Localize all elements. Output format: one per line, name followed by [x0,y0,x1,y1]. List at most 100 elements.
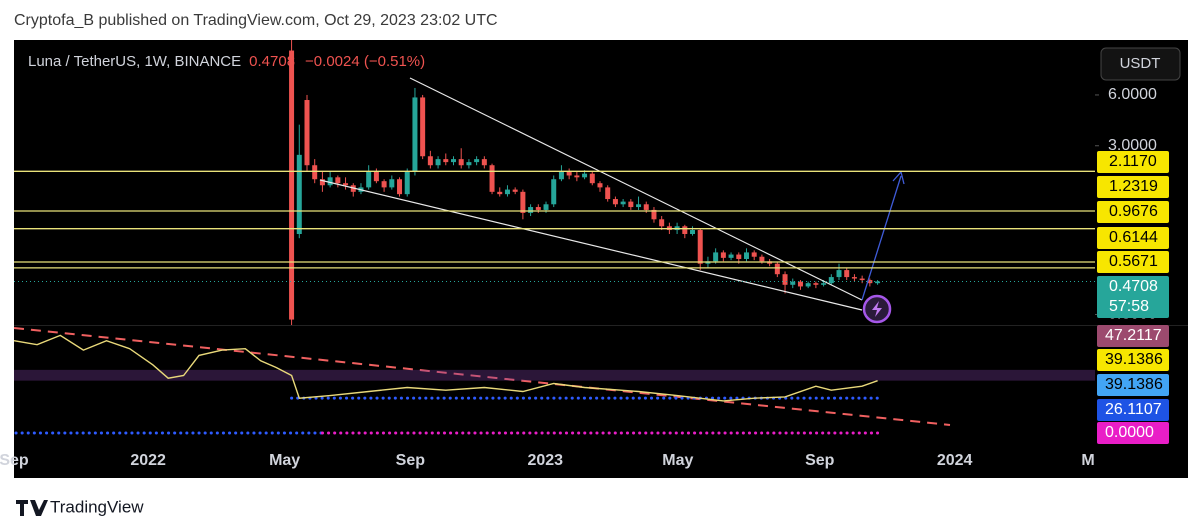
candle-body [821,283,827,285]
candle-body [443,159,449,163]
candle-body [566,171,572,176]
price-label-box [1097,276,1169,318]
level-label: 0.9676 [1109,203,1158,220]
rsi-line [13,334,878,402]
candle-body [759,256,765,262]
level-label: 0.5671 [1109,253,1158,270]
candle-body [404,171,410,195]
indicator-label: 0.0000 [1105,424,1154,441]
chart-panel [14,40,1188,478]
x-tick-label: May [662,452,693,469]
candle-body [543,204,549,210]
level-label-box [1097,151,1169,173]
candle-body [535,207,541,210]
candle-body [412,97,418,172]
indicator-label-box [1097,399,1169,421]
candle-body [389,179,395,188]
brand: TradingView [50,497,144,516]
byline: Cryptofa_B published on TradingView.com,… [14,12,498,29]
candle-body [481,159,487,166]
candle-body [343,183,349,186]
candle-body [636,204,642,208]
candle-body [489,165,495,192]
arrow-head [892,170,905,185]
candle-body [582,173,588,178]
candle-body [805,283,811,287]
target-arrow [861,175,902,301]
candle-body [713,252,719,262]
currency[interactable]: USDT [1120,55,1161,72]
x-tick-label: Sep [805,452,835,469]
candle-body [628,201,634,208]
indicator-label-box [1097,374,1169,396]
currency-button[interactable] [1100,47,1181,81]
candle-body [435,159,441,166]
candle-body [790,281,796,285]
candle-body [774,263,780,275]
wedge-upper [409,77,863,301]
rsi-band [14,369,1095,381]
candle-body [867,280,873,284]
level-label: 1.2319 [1109,178,1158,195]
candle-body [697,230,703,264]
candle-body [620,201,626,205]
candle-body [720,252,726,258]
candle-body [828,277,834,284]
candle-body [520,191,526,213]
candle-body [651,209,657,220]
candle-body [743,252,749,259]
candle-body [466,162,472,166]
candle-body [381,181,387,188]
candle-body [366,171,372,188]
candle-body [589,173,595,184]
candle-body [528,207,534,213]
candle-body [373,171,379,182]
x-tick-label: May [269,452,300,469]
candle-body [844,270,850,278]
candle-body [289,50,295,320]
candle-body [304,100,310,166]
level-label-box [1097,227,1169,249]
level-label: 2.1170 [1109,153,1157,170]
candle-body [682,226,688,234]
rsi-trendline [13,327,951,426]
candle-body [690,230,696,234]
indicator-label-box [1097,325,1169,347]
candle-body [751,252,757,257]
candle-body [458,159,464,166]
indicator-label: 39.1386 [1105,351,1163,368]
candle-body [813,283,819,285]
countdown: 57:58 [1109,298,1149,315]
indicator-label: 39.1386 [1105,376,1163,393]
level-label-box [1097,251,1169,273]
indicator-label: 47.2117 [1105,327,1162,344]
legend: Luna / TetherUS, 1W, BINANCE 0.4708 −0.0… [28,53,425,70]
candle-body [312,165,318,180]
candle-body [335,177,341,184]
level-label-box [1097,201,1169,223]
candle-body [504,189,510,195]
x-tick-label: Sep [0,452,29,469]
x-tick-label: M [1081,452,1094,469]
candle-body [497,191,503,195]
price-label: 0.4708 [1109,278,1158,295]
level-label: 0.6144 [1109,229,1158,246]
candle-body [612,199,618,205]
candle-body [551,179,557,205]
candle-body [397,179,403,195]
logo [16,500,48,516]
candle-body [836,270,842,278]
candle-body [875,281,881,284]
symbol: Luna / TetherUS, 1W, BINANCE [28,53,241,70]
last-price: 0.4708 [249,53,295,70]
candle-body [327,177,333,186]
bolt [872,301,882,317]
price-change: −0.0024 (−0.51%) [305,53,425,70]
wedge-lower [319,179,863,311]
candle-body [728,254,734,258]
candle-body [420,97,426,157]
indicator-label-box [1097,422,1169,444]
candle-body [474,159,480,163]
